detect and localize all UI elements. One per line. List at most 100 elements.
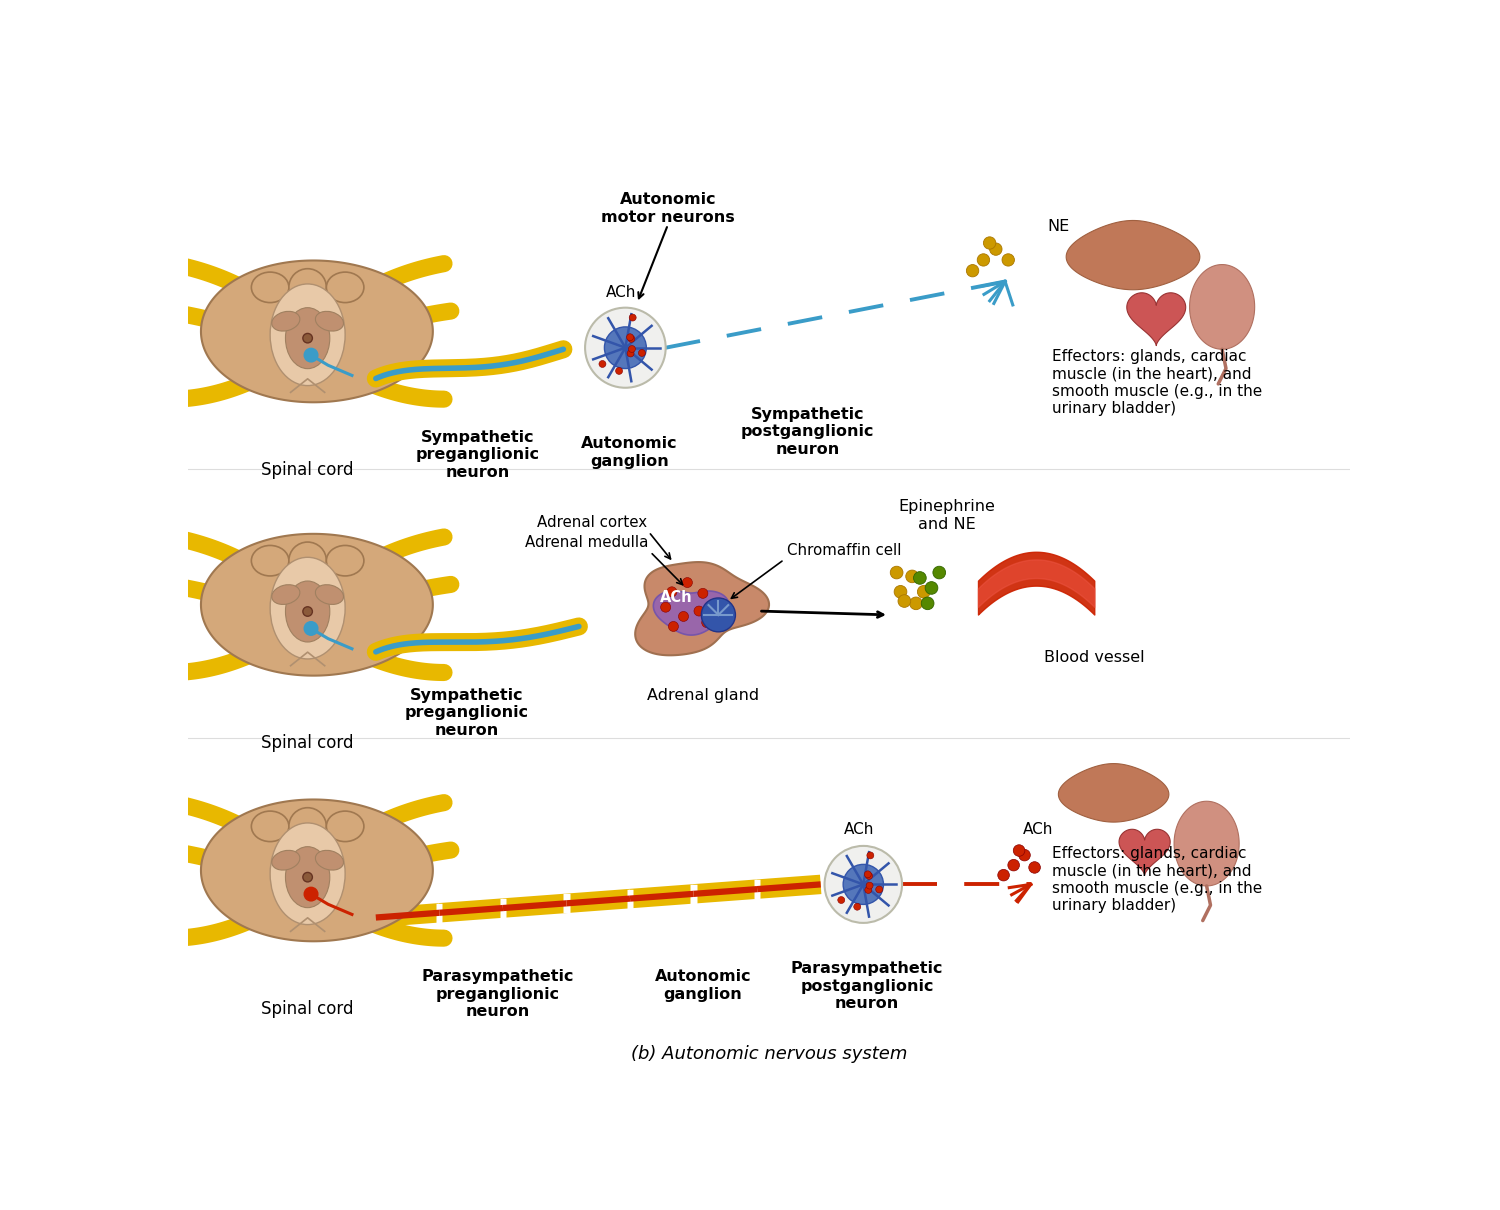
Text: Sympathetic
preganglionic
neuron: Sympathetic preganglionic neuron [416,430,540,480]
Circle shape [914,571,926,584]
Text: ACh: ACh [844,822,874,836]
Circle shape [898,595,910,607]
Ellipse shape [252,811,290,842]
Ellipse shape [327,546,364,576]
Polygon shape [634,563,770,656]
Circle shape [918,586,930,598]
Circle shape [864,871,871,877]
Circle shape [702,617,712,628]
Text: Adrenal cortex: Adrenal cortex [537,515,646,530]
Text: Spinal cord: Spinal cord [261,461,354,479]
Circle shape [698,588,708,599]
Text: ACh: ACh [660,590,692,605]
Circle shape [876,886,882,893]
Circle shape [894,586,908,598]
Text: Autonomic
motor neurons: Autonomic motor neurons [602,192,735,225]
Circle shape [694,606,703,616]
Text: Blood vessel: Blood vessel [1044,650,1144,664]
Ellipse shape [285,307,330,369]
Circle shape [1014,845,1025,857]
Circle shape [604,327,646,369]
Circle shape [998,869,1010,881]
Circle shape [639,350,645,357]
Text: Parasympathetic
preganglionic
neuron: Parasympathetic preganglionic neuron [422,969,573,1019]
Circle shape [1008,859,1020,871]
Polygon shape [1126,293,1185,346]
Circle shape [1029,862,1041,874]
Circle shape [926,582,938,594]
Circle shape [682,577,693,588]
Circle shape [669,622,678,632]
Ellipse shape [272,311,300,332]
Circle shape [678,611,688,622]
Circle shape [304,887,318,901]
Circle shape [867,852,874,859]
Circle shape [966,265,980,277]
Polygon shape [201,260,433,402]
Ellipse shape [285,847,330,908]
Ellipse shape [270,284,345,386]
Text: Effectors: glands, cardiac
muscle (in the heart), and
smooth muscle (e.g., in th: Effectors: glands, cardiac muscle (in th… [1052,846,1262,914]
Circle shape [585,307,666,387]
Circle shape [627,350,634,357]
Ellipse shape [327,272,364,302]
Ellipse shape [272,584,300,605]
Circle shape [865,882,873,889]
Text: ACh: ACh [1023,822,1053,836]
Text: Effectors: glands, cardiac
muscle (in the heart), and
smooth muscle (e.g., in th: Effectors: glands, cardiac muscle (in th… [1052,350,1262,416]
Polygon shape [1059,764,1168,822]
Circle shape [598,361,606,368]
Ellipse shape [270,558,345,659]
Ellipse shape [290,269,327,306]
Ellipse shape [315,311,344,332]
Circle shape [984,237,996,249]
Polygon shape [201,800,433,941]
Ellipse shape [290,542,327,580]
Circle shape [843,864,884,904]
Ellipse shape [270,823,345,924]
Ellipse shape [252,272,290,302]
Circle shape [303,606,312,616]
Text: Parasympathetic
postganglionic
neuron: Parasympathetic postganglionic neuron [790,962,944,1012]
Circle shape [1002,254,1014,266]
Circle shape [615,368,622,374]
Polygon shape [201,534,433,675]
Text: Spinal cord: Spinal cord [261,999,354,1018]
Circle shape [628,315,636,321]
Circle shape [976,254,990,266]
Circle shape [303,334,312,342]
Circle shape [906,570,918,583]
Circle shape [702,598,735,632]
Ellipse shape [285,581,330,643]
Ellipse shape [252,546,290,576]
Ellipse shape [315,851,344,870]
Ellipse shape [272,851,300,870]
Text: Chromaffin cell: Chromaffin cell [786,543,902,558]
Text: ACh: ACh [606,286,636,300]
Text: Autonomic
ganglion: Autonomic ganglion [580,437,678,468]
Circle shape [303,872,312,882]
Circle shape [891,566,903,578]
Text: Sympathetic
preganglionic
neuron: Sympathetic preganglionic neuron [405,688,528,738]
Circle shape [668,587,676,597]
Polygon shape [1190,265,1254,350]
Text: Epinephrine
and NE: Epinephrine and NE [898,500,996,531]
Polygon shape [654,590,729,635]
Circle shape [304,622,318,635]
Circle shape [304,348,318,362]
Circle shape [825,846,902,923]
Circle shape [628,335,634,342]
Text: (b) Autonomic nervous system: (b) Autonomic nervous system [630,1045,908,1064]
Circle shape [921,597,934,610]
Circle shape [990,243,1002,255]
Ellipse shape [327,811,364,842]
Polygon shape [1066,220,1200,289]
Text: Spinal cord: Spinal cord [261,734,354,753]
Text: Autonomic
ganglion: Autonomic ganglion [654,969,752,1002]
Text: NE: NE [1047,219,1070,234]
Circle shape [1019,849,1031,862]
Circle shape [865,872,873,880]
Circle shape [853,904,861,910]
Polygon shape [1174,801,1239,886]
Ellipse shape [315,584,344,605]
